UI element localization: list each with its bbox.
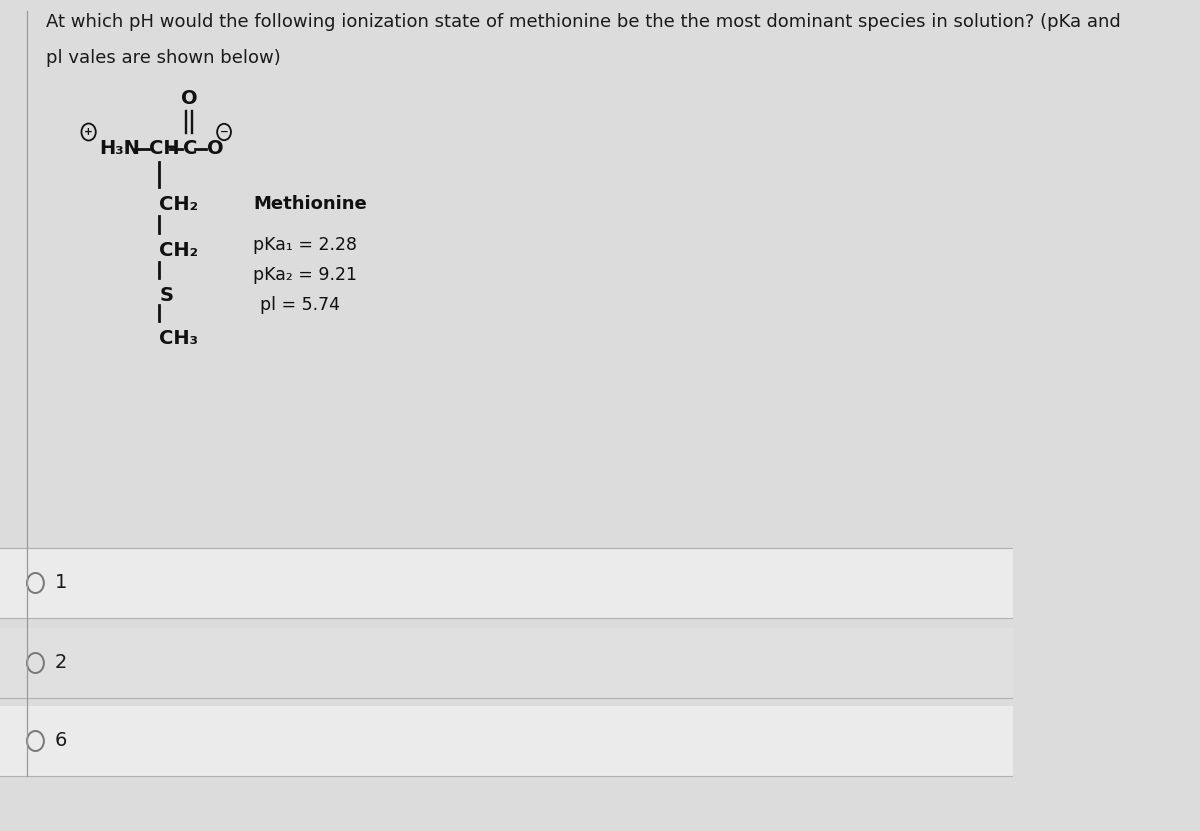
Text: pl = 5.74: pl = 5.74 [260,296,340,314]
FancyBboxPatch shape [0,548,1013,618]
Text: CH₂: CH₂ [160,241,199,260]
Text: CH₂: CH₂ [160,195,199,214]
Text: CH₃: CH₃ [160,329,198,348]
Text: −: − [220,127,228,137]
Text: S: S [160,286,174,305]
Text: H₃N: H₃N [100,140,140,159]
Text: 1: 1 [55,573,67,593]
Text: pKa₂ = 9.21: pKa₂ = 9.21 [253,266,358,284]
Text: O: O [206,140,223,159]
Text: O: O [181,90,197,109]
Text: CH: CH [149,140,180,159]
Text: 2: 2 [55,653,67,672]
Text: +: + [84,127,92,137]
Text: Methionine: Methionine [253,195,367,213]
Text: At which pH would the following ionization state of methionine be the the most d: At which pH would the following ionizati… [47,13,1121,31]
FancyBboxPatch shape [0,706,1013,776]
Text: pl vales are shown below): pl vales are shown below) [47,49,281,67]
Text: 6: 6 [55,731,67,750]
FancyBboxPatch shape [0,628,1013,698]
Text: C: C [184,140,198,159]
Text: pKa₁ = 2.28: pKa₁ = 2.28 [253,236,358,254]
